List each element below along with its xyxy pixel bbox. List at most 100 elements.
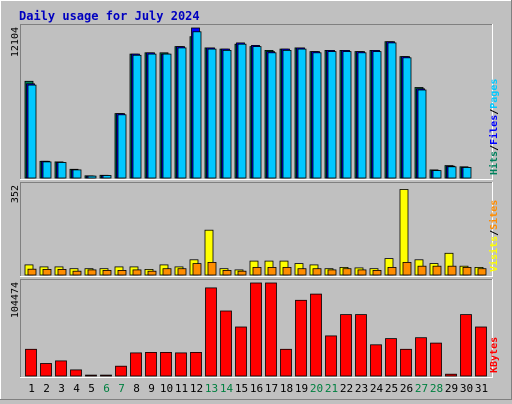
bar-kbytes-day-15 xyxy=(235,326,247,377)
bar-sites-day-3 xyxy=(57,268,67,276)
bar-sites-day-1 xyxy=(27,268,37,276)
x-tick-label-day-30: 30 xyxy=(460,382,473,395)
legend-item: Hits xyxy=(488,151,500,175)
bar-sites-day-27 xyxy=(417,265,427,276)
x-tick-label-day-22: 22 xyxy=(340,382,353,395)
x-tick-label-day-17: 17 xyxy=(265,382,278,395)
bar-kbytes-day-18 xyxy=(280,348,292,377)
bar-pages-day-6 xyxy=(102,175,112,179)
x-tick-label-day-19: 19 xyxy=(295,382,308,395)
bar-pages-day-26 xyxy=(402,57,412,179)
bar-kbytes-day-27 xyxy=(415,337,427,377)
panel-traffic: 104474 KBytes xyxy=(10,279,500,378)
panel-visitors: 352 Visits/Sites xyxy=(10,182,500,277)
bar-sites-day-5 xyxy=(87,269,97,276)
legend-item: Files xyxy=(488,115,500,145)
bar-kbytes-day-23 xyxy=(355,314,367,377)
bar-kbytes-day-8 xyxy=(130,352,142,377)
x-tick-label-day-26: 26 xyxy=(400,382,413,395)
x-tick-label-day-21: 21 xyxy=(325,382,338,395)
legend-item: Sites xyxy=(488,200,500,230)
bar-pages-day-3 xyxy=(57,162,67,179)
bar-pages-day-12 xyxy=(192,31,202,179)
bar-sites-day-11 xyxy=(177,268,187,276)
bar-pages-day-4 xyxy=(72,169,82,179)
bar-sites-day-31 xyxy=(477,268,487,276)
bar-kbytes-day-21 xyxy=(325,335,337,377)
bar-pages-day-30 xyxy=(462,167,472,179)
bar-pages-day-11 xyxy=(177,47,187,179)
y-max-label: 352 xyxy=(10,185,21,203)
chart-panels: 12104Hits/Files/Pages352Visits/Sites1044… xyxy=(10,24,500,378)
x-tick-label-day-25: 25 xyxy=(385,382,398,395)
bar-kbytes-day-13 xyxy=(205,287,217,377)
bar-sites-day-18 xyxy=(282,266,292,276)
bar-sites-day-21 xyxy=(327,269,337,276)
x-tick-label-day-7: 7 xyxy=(118,382,125,395)
bar-pages-day-14 xyxy=(222,50,232,179)
bar-kbytes-day-9 xyxy=(145,351,157,377)
bar-kbytes-day-14 xyxy=(220,310,232,377)
bar-pages-day-21 xyxy=(327,51,337,179)
bar-sites-day-15 xyxy=(237,270,247,276)
legend-item: Pages xyxy=(489,79,500,109)
bar-pages-day-9 xyxy=(147,53,157,179)
x-tick-label-day-14: 14 xyxy=(220,382,234,395)
x-axis-day-labels: 1 2 3 4 5 6 7 8 9 10 11 12 13 14 15 16 17 18 19 20 21 22 23 24 2… xyxy=(28,382,488,395)
bar-pages-day-24 xyxy=(372,51,382,179)
x-tick-label-day-24: 24 xyxy=(370,382,384,395)
bar-kbytes-day-16 xyxy=(250,282,262,377)
bar-pages-day-7 xyxy=(117,114,127,179)
x-tick-label-day-27: 27 xyxy=(415,382,428,395)
bar-pages-day-16 xyxy=(252,46,262,179)
x-tick-label-day-1: 1 xyxy=(28,382,35,395)
x-tick-label-day-29: 29 xyxy=(445,382,458,395)
bar-sites-day-6 xyxy=(102,269,112,276)
bar-sites-day-17 xyxy=(267,266,277,276)
x-tick-label-day-2: 2 xyxy=(43,382,50,395)
bar-kbytes-day-31 xyxy=(475,326,487,377)
bar-sites-day-30 xyxy=(462,266,472,276)
bar-kbytes-day-25 xyxy=(385,338,397,377)
bar-pages-day-18 xyxy=(282,50,292,179)
bar-sites-day-14 xyxy=(222,269,232,276)
x-tick-label-day-23: 23 xyxy=(355,382,368,395)
bar-kbytes-day-6 xyxy=(100,374,112,377)
bar-pages-day-1 xyxy=(27,84,37,179)
bar-pages-day-10 xyxy=(162,53,172,179)
bar-kbytes-day-20 xyxy=(310,293,322,377)
bar-kbytes-day-2 xyxy=(40,363,52,377)
x-tick-label-day-3: 3 xyxy=(58,382,65,395)
x-tick-label-day-28: 28 xyxy=(430,382,443,395)
bar-kbytes-day-4 xyxy=(70,369,82,377)
bar-sites-day-9 xyxy=(147,270,157,276)
bar-sites-day-4 xyxy=(72,270,82,276)
bar-kbytes-day-26 xyxy=(400,348,412,377)
legend-item: Visits xyxy=(488,236,500,272)
bar-pages-day-27 xyxy=(417,89,427,179)
bar-sites-day-28 xyxy=(432,265,442,276)
panel-legend-label: Hits/Files/Pages xyxy=(488,79,500,175)
bar-pages-day-28 xyxy=(432,170,442,179)
bar-sites-day-26 xyxy=(402,261,412,276)
bar-sites-day-19 xyxy=(297,268,307,276)
bar-kbytes-day-5 xyxy=(85,374,97,377)
legend-item: / xyxy=(489,230,500,236)
bar-pages-day-20 xyxy=(312,52,322,179)
bar-sites-day-8 xyxy=(132,269,142,276)
bar-pages-day-29 xyxy=(447,166,457,179)
bar-pages-day-23 xyxy=(357,52,367,179)
bar-pages-day-19 xyxy=(297,48,307,179)
bar-kbytes-day-1 xyxy=(25,348,37,377)
x-tick-label-day-11: 11 xyxy=(175,382,188,395)
bar-kbytes-day-24 xyxy=(370,344,382,377)
bar-kbytes-day-11 xyxy=(175,352,187,377)
x-tick-label-day-20: 20 xyxy=(310,382,323,395)
x-tick-label-day-4: 4 xyxy=(73,382,80,395)
bar-kbytes-day-28 xyxy=(430,342,442,377)
legend-item: / xyxy=(489,145,500,151)
x-tick-label-day-8: 8 xyxy=(133,382,140,395)
